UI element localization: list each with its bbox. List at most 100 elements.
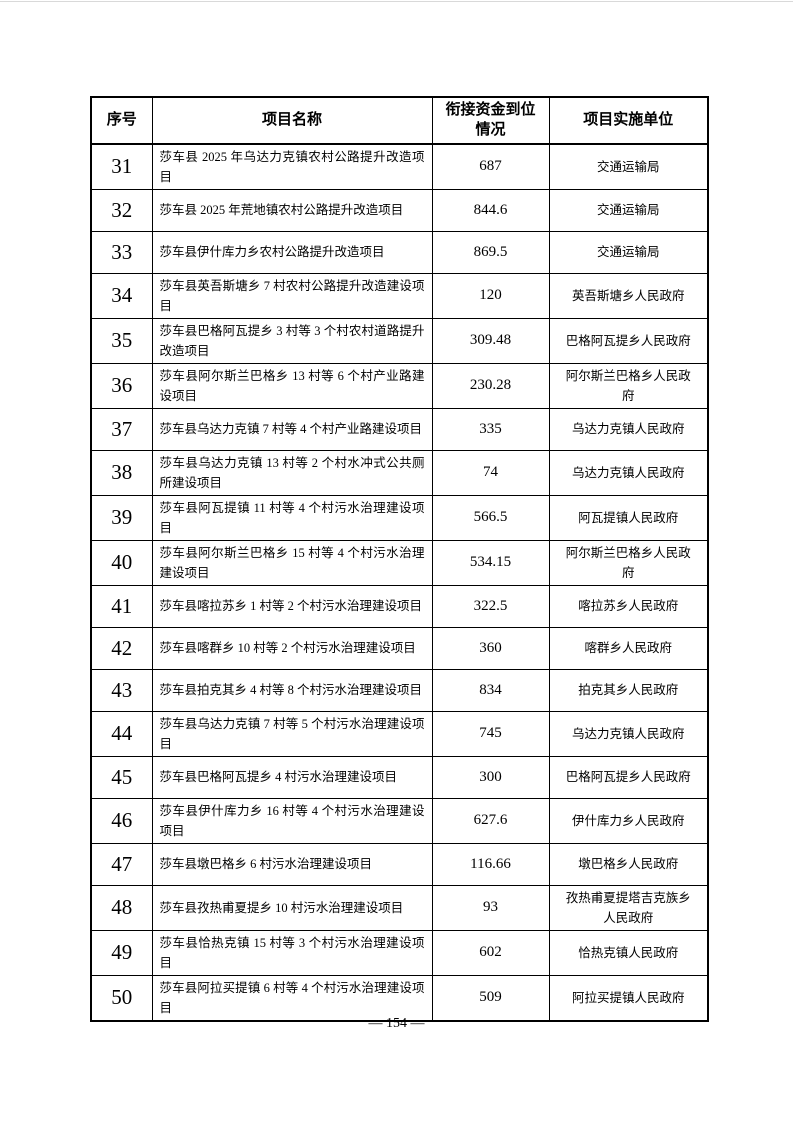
row-fund-amount: 627.6 xyxy=(431,797,550,844)
table-row: 44 莎车县乌达力克镇 7 村等 5 个村污水治理建设项目 745 乌达力克镇人… xyxy=(90,710,709,757)
row-implementing-unit: 交通运输局 xyxy=(548,230,709,274)
row-implementing-unit: 伊什库力乡人民政府 xyxy=(548,797,709,844)
row-implementing-unit: 墩巴格乡人民政府 xyxy=(548,842,709,886)
row-implementing-unit: 阿尔斯兰巴格乡人民政府 xyxy=(548,362,709,409)
row-implementing-unit: 孜热甫夏提塔吉克族乡人民政府 xyxy=(548,884,709,931)
row-seq: 42 xyxy=(90,626,153,670)
row-project-name: 莎车县伊什库力乡 16 村等 4 个村污水治理建设项目 xyxy=(151,797,433,844)
row-seq: 43 xyxy=(90,668,153,712)
row-implementing-unit: 喀群乡人民政府 xyxy=(548,626,709,670)
row-project-name: 莎车县恰热克镇 15 村等 3 个村污水治理建设项目 xyxy=(151,929,433,976)
row-fund-amount: 566.5 xyxy=(431,494,550,541)
row-seq: 32 xyxy=(90,188,153,232)
table-row: 36 莎车县阿尔斯兰巴格乡 13 村等 6 个村产业路建设项目 230.28 阿… xyxy=(90,362,709,409)
table-row: 37 莎车县乌达力克镇 7 村等 4 个村产业路建设项目 335 乌达力克镇人民… xyxy=(90,407,709,451)
row-fund-amount: 687 xyxy=(431,143,550,190)
table-row: 42 莎车县喀群乡 10 村等 2 个村污水治理建设项目 360 喀群乡人民政府 xyxy=(90,626,709,670)
row-project-name: 莎车县孜热甫夏提乡 10 村污水治理建设项目 xyxy=(151,884,433,931)
row-seq: 47 xyxy=(90,842,153,886)
table-row: 43 莎车县拍克其乡 4 村等 8 个村污水治理建设项目 834 拍克其乡人民政… xyxy=(90,668,709,712)
col-header-implementing-unit: 项目实施单位 xyxy=(548,96,709,145)
col-header-seq: 序号 xyxy=(90,96,153,145)
row-project-name: 莎车县喀群乡 10 村等 2 个村污水治理建设项目 xyxy=(151,626,433,670)
row-implementing-unit: 乌达力克镇人民政府 xyxy=(548,710,709,757)
row-project-name: 莎车县乌达力克镇 7 村等 5 个村污水治理建设项目 xyxy=(151,710,433,757)
row-implementing-unit: 巴格阿瓦提乡人民政府 xyxy=(548,755,709,799)
row-implementing-unit: 恰热克镇人民政府 xyxy=(548,929,709,976)
row-project-name: 莎车县阿尔斯兰巴格乡 13 村等 6 个村产业路建设项目 xyxy=(151,362,433,409)
row-fund-amount: 322.5 xyxy=(431,584,550,628)
row-implementing-unit: 交通运输局 xyxy=(548,143,709,190)
row-seq: 33 xyxy=(90,230,153,274)
row-seq: 50 xyxy=(90,974,153,1021)
table-row: 34 莎车县英吾斯塘乡 7 村农村公路提升改造建设项目 120 英吾斯塘乡人民政… xyxy=(90,272,709,319)
row-fund-amount: 844.6 xyxy=(431,188,550,232)
row-project-name: 莎车县乌达力克镇 7 村等 4 个村产业路建设项目 xyxy=(151,407,433,451)
row-project-name: 莎车县巴格阿瓦提乡 3 村等 3 个村农村道路提升改造项目 xyxy=(151,317,433,364)
row-seq: 44 xyxy=(90,710,153,757)
row-project-name: 莎车县喀拉苏乡 1 村等 2 个村污水治理建设项目 xyxy=(151,584,433,628)
row-project-name: 莎车县乌达力克镇 13 村等 2 个村水冲式公共厕所建设项目 xyxy=(151,449,433,496)
table-row: 46 莎车县伊什库力乡 16 村等 4 个村污水治理建设项目 627.6 伊什库… xyxy=(90,797,709,844)
table-row: 40 莎车县阿尔斯兰巴格乡 15 村等 4 个村污水治理建设项目 534.15 … xyxy=(90,539,709,586)
col-header-fund-status: 衔接资金到位情况 xyxy=(431,96,550,145)
row-fund-amount: 230.28 xyxy=(431,362,550,409)
row-implementing-unit: 拍克其乡人民政府 xyxy=(548,668,709,712)
row-fund-amount: 300 xyxy=(431,755,550,799)
row-seq: 31 xyxy=(90,143,153,190)
table-row: 45 莎车县巴格阿瓦提乡 4 村污水治理建设项目 300 巴格阿瓦提乡人民政府 xyxy=(90,755,709,799)
row-implementing-unit: 阿拉买提镇人民政府 xyxy=(548,974,709,1021)
row-implementing-unit: 阿尔斯兰巴格乡人民政府 xyxy=(548,539,709,586)
row-fund-amount: 116.66 xyxy=(431,842,550,886)
row-fund-amount: 120 xyxy=(431,272,550,319)
table-row: 32 莎车县 2025 年荒地镇农村公路提升改造项目 844.6 交通运输局 xyxy=(90,188,709,232)
row-seq: 36 xyxy=(90,362,153,409)
row-implementing-unit: 阿瓦提镇人民政府 xyxy=(548,494,709,541)
row-seq: 41 xyxy=(90,584,153,628)
row-implementing-unit: 喀拉苏乡人民政府 xyxy=(548,584,709,628)
page-number: — 154 — xyxy=(368,1016,425,1031)
row-fund-amount: 834 xyxy=(431,668,550,712)
row-project-name: 莎车县阿尔斯兰巴格乡 15 村等 4 个村污水治理建设项目 xyxy=(151,539,433,586)
row-implementing-unit: 巴格阿瓦提乡人民政府 xyxy=(548,317,709,364)
row-seq: 35 xyxy=(90,317,153,364)
row-fund-amount: 309.48 xyxy=(431,317,550,364)
table-row: 48 莎车县孜热甫夏提乡 10 村污水治理建设项目 93 孜热甫夏提塔吉克族乡人… xyxy=(90,884,709,931)
table-row: 31 莎车县 2025 年乌达力克镇农村公路提升改造项目 687 交通运输局 xyxy=(90,143,709,190)
table-row: 38 莎车县乌达力克镇 13 村等 2 个村水冲式公共厕所建设项目 74 乌达力… xyxy=(90,449,709,496)
table-row: 39 莎车县阿瓦提镇 11 村等 4 个村污水治理建设项目 566.5 阿瓦提镇… xyxy=(90,494,709,541)
row-seq: 40 xyxy=(90,539,153,586)
row-seq: 39 xyxy=(90,494,153,541)
row-fund-amount: 602 xyxy=(431,929,550,976)
row-seq: 46 xyxy=(90,797,153,844)
table-row: 33 莎车县伊什库力乡农村公路提升改造项目 869.5 交通运输局 xyxy=(90,230,709,274)
row-project-name: 莎车县 2025 年荒地镇农村公路提升改造项目 xyxy=(151,188,433,232)
row-project-name: 莎车县拍克其乡 4 村等 8 个村污水治理建设项目 xyxy=(151,668,433,712)
row-implementing-unit: 英吾斯塘乡人民政府 xyxy=(548,272,709,319)
row-project-name: 莎车县阿瓦提镇 11 村等 4 个村污水治理建设项目 xyxy=(151,494,433,541)
row-fund-amount: 869.5 xyxy=(431,230,550,274)
row-seq: 48 xyxy=(90,884,153,931)
row-implementing-unit: 乌达力克镇人民政府 xyxy=(548,449,709,496)
row-seq: 49 xyxy=(90,929,153,976)
table-row: 49 莎车县恰热克镇 15 村等 3 个村污水治理建设项目 602 恰热克镇人民… xyxy=(90,929,709,976)
row-fund-amount: 335 xyxy=(431,407,550,451)
table-row: 41 莎车县喀拉苏乡 1 村等 2 个村污水治理建设项目 322.5 喀拉苏乡人… xyxy=(90,584,709,628)
col-header-project-name: 项目名称 xyxy=(151,96,433,145)
row-project-name: 莎车县阿拉买提镇 6 村等 4 个村污水治理建设项目 xyxy=(151,974,433,1021)
table-row: 47 莎车县墩巴格乡 6 村污水治理建设项目 116.66 墩巴格乡人民政府 xyxy=(90,842,709,886)
row-seq: 45 xyxy=(90,755,153,799)
row-fund-amount: 360 xyxy=(431,626,550,670)
row-project-name: 莎车县 2025 年乌达力克镇农村公路提升改造项目 xyxy=(151,143,433,190)
header-row: 序号 项目名称 衔接资金到位情况 项目实施单位 xyxy=(90,96,709,145)
row-fund-amount: 745 xyxy=(431,710,550,757)
row-seq: 34 xyxy=(90,272,153,319)
table-row: 50 莎车县阿拉买提镇 6 村等 4 个村污水治理建设项目 509 阿拉买提镇人… xyxy=(90,974,709,1021)
row-fund-amount: 93 xyxy=(431,884,550,931)
table-row: 35 莎车县巴格阿瓦提乡 3 村等 3 个村农村道路提升改造项目 309.48 … xyxy=(90,317,709,364)
row-seq: 38 xyxy=(90,449,153,496)
row-implementing-unit: 交通运输局 xyxy=(548,188,709,232)
row-project-name: 莎车县英吾斯塘乡 7 村农村公路提升改造建设项目 xyxy=(151,272,433,319)
funding-table: 序号 项目名称 衔接资金到位情况 项目实施单位 31 莎车县 2025 年乌达力… xyxy=(90,96,709,1022)
